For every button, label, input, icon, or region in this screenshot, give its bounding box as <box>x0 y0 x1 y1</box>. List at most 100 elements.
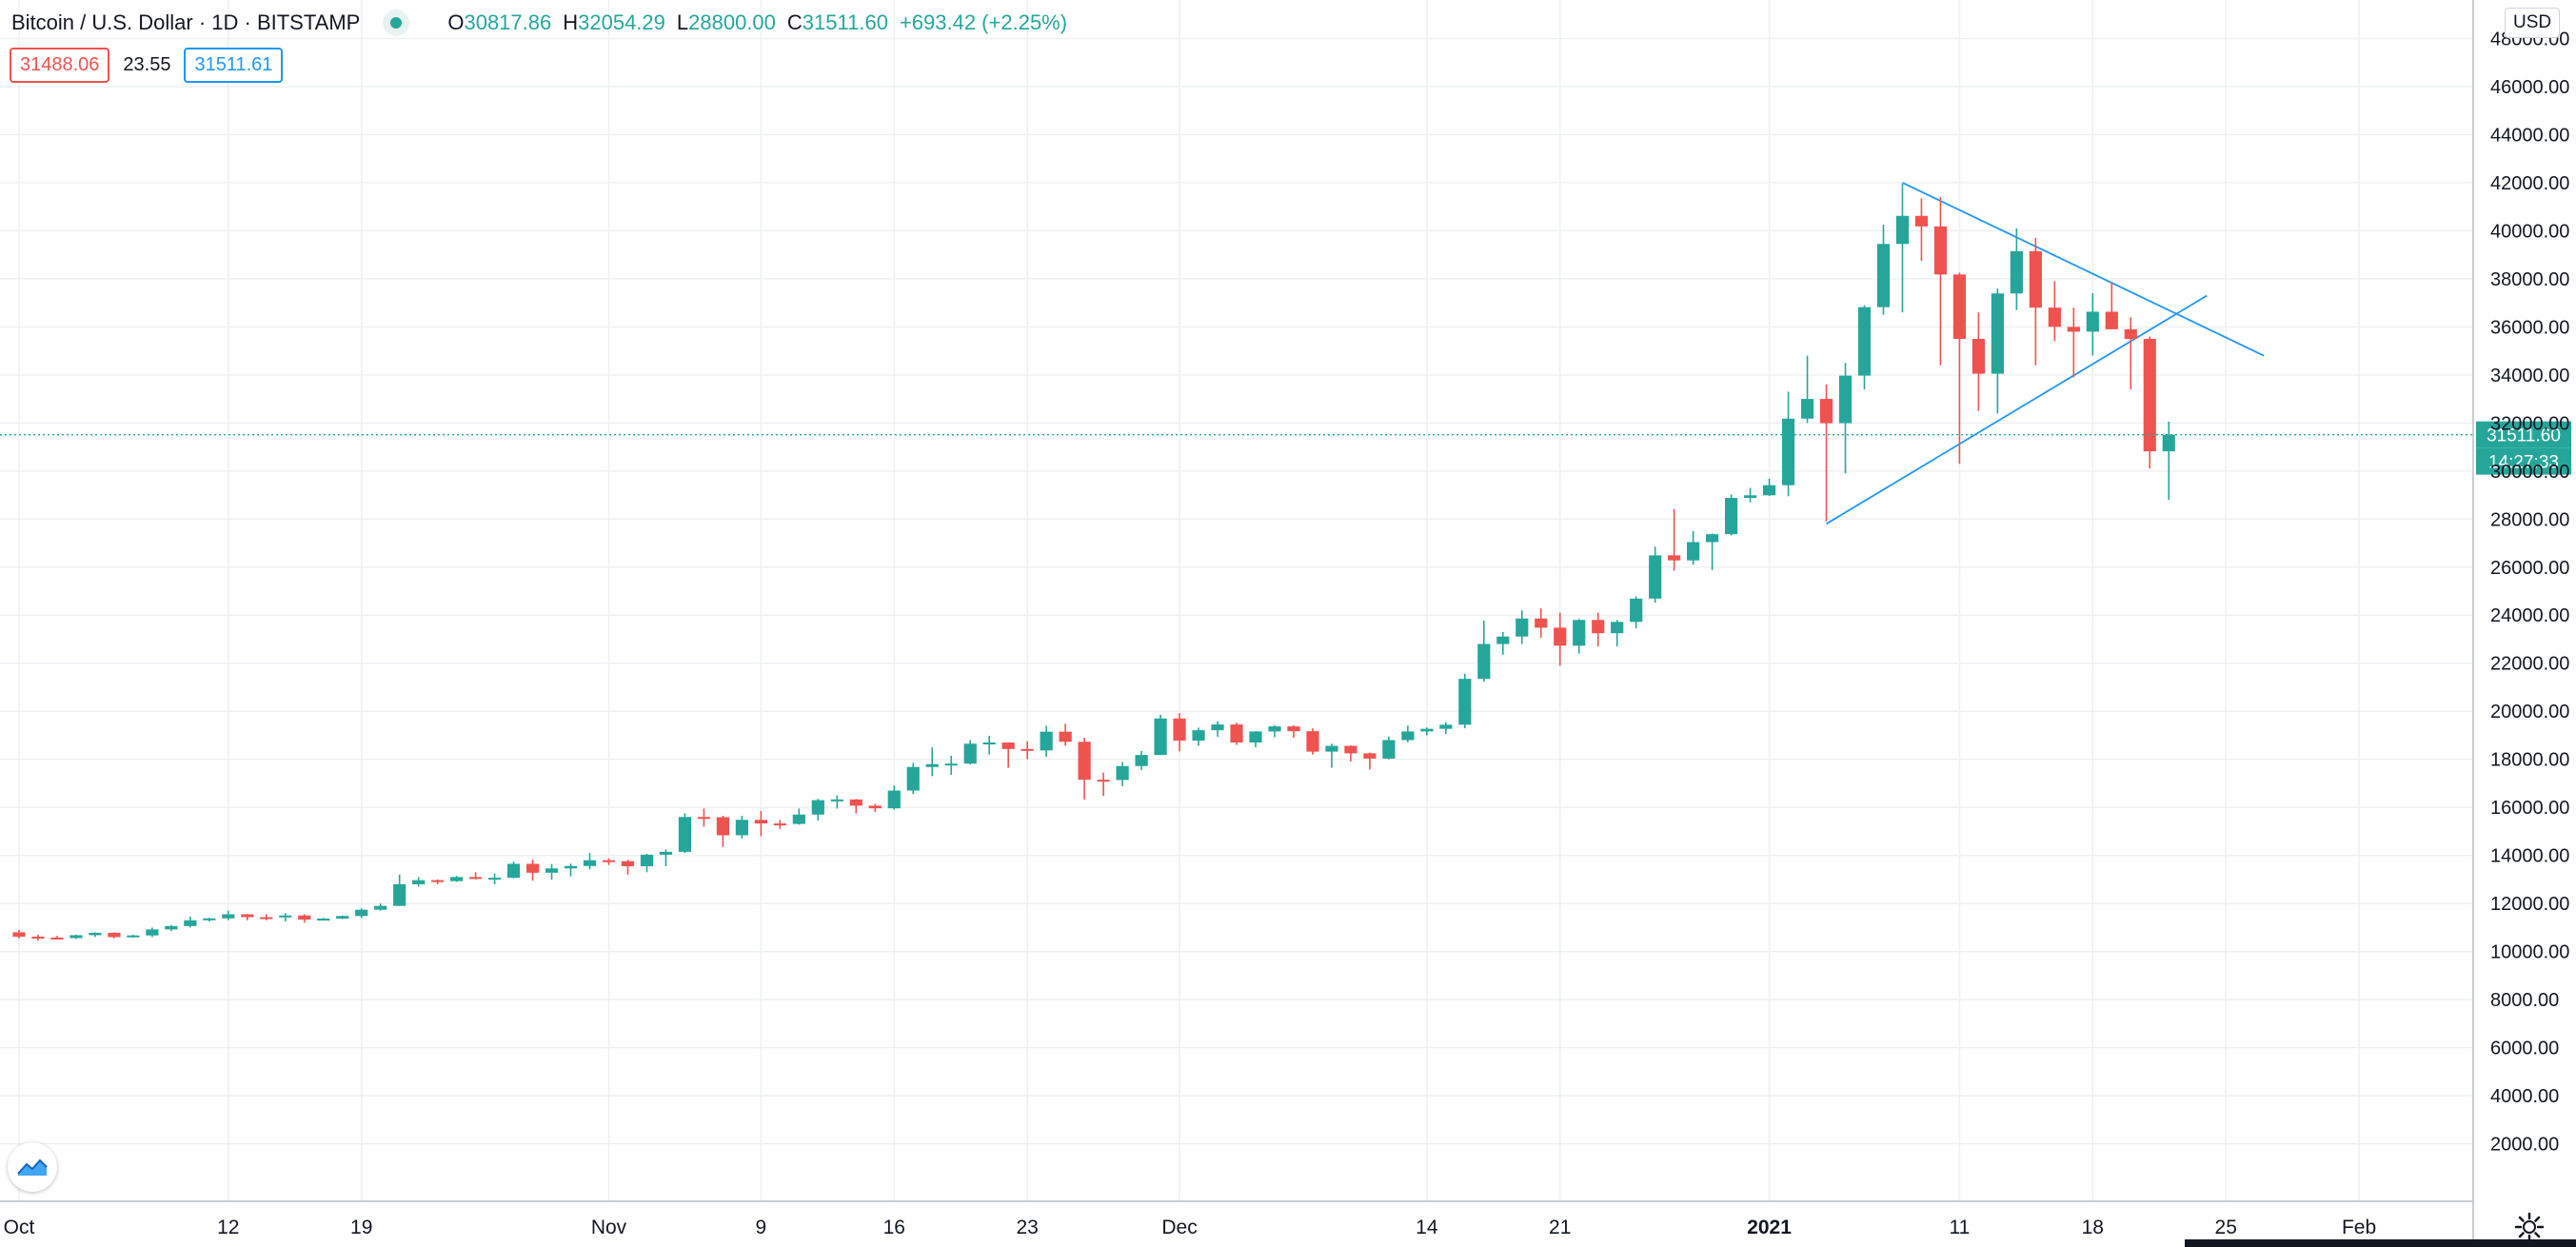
candle[interactable] <box>222 910 235 920</box>
candle[interactable] <box>203 918 216 922</box>
candle[interactable] <box>1059 723 1072 746</box>
candle[interactable] <box>146 927 159 938</box>
candle[interactable] <box>830 795 843 809</box>
candle[interactable] <box>12 929 26 939</box>
currency-button[interactable]: USD <box>2505 8 2561 38</box>
candle[interactable] <box>1687 530 1700 565</box>
candle[interactable] <box>564 863 578 877</box>
candle[interactable] <box>469 872 483 880</box>
candle[interactable] <box>1040 725 1053 758</box>
candle[interactable] <box>2048 281 2061 342</box>
candle[interactable] <box>298 914 311 923</box>
candle[interactable] <box>1020 741 1034 760</box>
candle[interactable] <box>678 813 692 854</box>
candle[interactable] <box>1725 494 1738 536</box>
candle[interactable] <box>1914 198 1929 261</box>
candle[interactable] <box>2143 336 2156 469</box>
candle[interactable] <box>1611 620 1624 647</box>
candle[interactable] <box>1573 619 1586 654</box>
candle[interactable] <box>811 799 824 821</box>
candle[interactable] <box>355 908 368 919</box>
candle[interactable] <box>1135 750 1148 771</box>
candle[interactable] <box>336 915 349 920</box>
candle[interactable] <box>1287 724 1300 738</box>
candle[interactable] <box>2105 282 2118 329</box>
candle[interactable] <box>525 859 540 881</box>
candle[interactable] <box>735 815 748 839</box>
candle[interactable] <box>1933 197 1948 366</box>
candle[interactable] <box>640 853 654 873</box>
candle[interactable] <box>583 853 597 870</box>
sell-button[interactable]: 31488.06 <box>10 48 110 83</box>
candle[interactable] <box>1439 722 1453 735</box>
candle[interactable] <box>50 936 64 940</box>
candle[interactable] <box>716 815 730 847</box>
candle[interactable] <box>108 932 121 939</box>
candle[interactable] <box>1630 596 1643 629</box>
symbol-title[interactable]: Bitcoin / U.S. Dollar · 1D · BITSTAMP <box>11 10 361 34</box>
candle[interactable] <box>621 860 635 875</box>
candle[interactable] <box>1344 745 1357 762</box>
candle[interactable] <box>1706 533 1719 570</box>
buy-button[interactable]: 31511.61 <box>184 48 284 83</box>
candle[interactable] <box>279 913 292 922</box>
candle[interactable] <box>925 747 939 777</box>
candle[interactable] <box>431 879 445 884</box>
candle[interactable] <box>393 874 406 906</box>
candle[interactable] <box>374 903 387 911</box>
candle[interactable] <box>1306 728 1319 755</box>
candle[interactable] <box>2124 317 2137 389</box>
candle[interactable] <box>1668 508 1681 571</box>
candle[interactable] <box>1876 225 1891 315</box>
gear-icon[interactable] <box>2513 1211 2546 1243</box>
candle[interactable] <box>1781 391 1795 497</box>
candle[interactable] <box>31 934 45 941</box>
market-status-icon[interactable] <box>383 10 410 36</box>
candle[interactable] <box>754 810 767 837</box>
tradingview-logo-icon[interactable] <box>8 1142 57 1192</box>
candle[interactable] <box>1800 355 1814 424</box>
candles[interactable] <box>12 184 2175 941</box>
candle[interactable] <box>1001 742 1015 768</box>
candle[interactable] <box>1192 727 1205 746</box>
candle[interactable] <box>2067 307 2080 378</box>
candle[interactable] <box>506 861 521 879</box>
candle[interactable] <box>1535 608 1548 638</box>
candle[interactable] <box>1991 287 2004 414</box>
candle[interactable] <box>1078 737 1091 800</box>
candle[interactable] <box>69 934 83 940</box>
candle[interactable] <box>1516 610 1529 644</box>
candle[interactable] <box>184 917 197 928</box>
candle[interactable] <box>1477 621 1491 683</box>
candle[interactable] <box>1097 772 1110 797</box>
candle[interactable] <box>1743 487 1757 503</box>
candle[interactable] <box>697 808 711 827</box>
candle[interactable] <box>1952 272 1967 465</box>
candle[interactable] <box>1857 305 1872 389</box>
candle[interactable] <box>317 918 330 921</box>
candle[interactable] <box>1592 612 1605 647</box>
candle[interactable] <box>545 863 559 881</box>
trendlines[interactable] <box>1826 182 2265 525</box>
candle[interactable] <box>849 799 862 814</box>
candle[interactable] <box>1154 714 1167 756</box>
candle[interactable] <box>602 858 616 865</box>
candle[interactable] <box>450 876 464 882</box>
candle[interactable] <box>1649 546 1662 604</box>
candle[interactable] <box>488 873 502 884</box>
candle[interactable] <box>944 755 958 776</box>
candle[interactable] <box>887 785 901 810</box>
candle[interactable] <box>1173 713 1186 752</box>
candle[interactable] <box>412 877 426 887</box>
candle[interactable] <box>1420 727 1434 736</box>
candle[interactable] <box>1382 736 1396 760</box>
candle[interactable] <box>1838 363 1853 474</box>
candle[interactable] <box>1762 478 1776 497</box>
candle[interactable] <box>1554 612 1567 666</box>
candle[interactable] <box>1819 384 1833 522</box>
candle[interactable] <box>1895 184 1910 313</box>
candle[interactable] <box>1363 752 1377 770</box>
trendline-lower[interactable] <box>1826 294 2208 525</box>
